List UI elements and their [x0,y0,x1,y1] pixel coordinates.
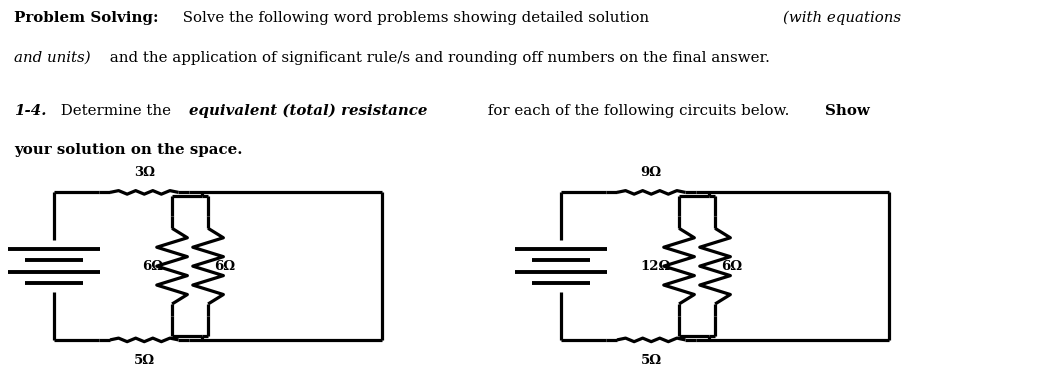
Text: (with equations: (with equations [783,11,901,25]
Text: Show: Show [825,104,870,117]
Text: and units): and units) [14,51,91,64]
Text: your solution on the space.: your solution on the space. [14,143,243,157]
Text: for each of the following circuits below.: for each of the following circuits below… [483,104,794,117]
Text: 3Ω: 3Ω [133,166,155,179]
Text: 1-4.: 1-4. [14,104,47,117]
Text: Determine the: Determine the [56,104,176,117]
Text: 5Ω: 5Ω [133,354,155,367]
Text: 9Ω: 9Ω [641,166,662,179]
Text: 6Ω: 6Ω [721,259,742,273]
Text: equivalent (total) resistance: equivalent (total) resistance [190,104,428,118]
Text: 6Ω: 6Ω [214,259,235,273]
Text: 12Ω: 12Ω [641,259,670,273]
Text: and the application of significant rule/s and rounding off numbers on the final : and the application of significant rule/… [105,51,770,64]
Text: 6Ω: 6Ω [143,259,164,273]
Text: 5Ω: 5Ω [641,354,662,367]
Text: Solve the following word problems showing detailed solution: Solve the following word problems showin… [178,11,653,25]
Text: Problem Solving:: Problem Solving: [14,11,159,25]
